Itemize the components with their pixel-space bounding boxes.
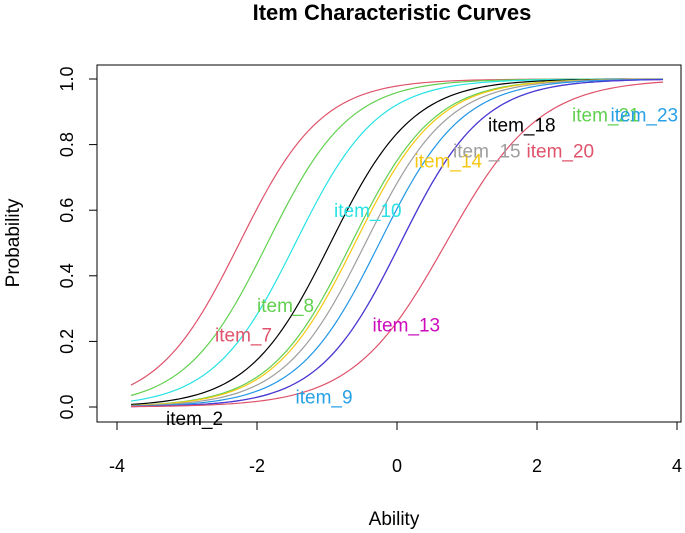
x-tick-label: -2 bbox=[249, 456, 265, 476]
label-item-7: item_7 bbox=[215, 325, 272, 346]
curve-item_14 bbox=[130, 78, 664, 407]
y-tick-label: 0.4 bbox=[57, 263, 77, 288]
item-labels-layer: item_7item_8item_9item_10item_13item_14i… bbox=[166, 106, 678, 430]
chart-title: Item Characteristic Curves bbox=[253, 0, 532, 25]
label-item-23: item_23 bbox=[611, 106, 679, 127]
label-item-2: item_2 bbox=[166, 409, 223, 430]
curve-item_10 bbox=[130, 78, 664, 406]
label-item-15: item_15 bbox=[453, 142, 521, 163]
label-item-14: item_14 bbox=[415, 152, 483, 173]
curve-item_13 bbox=[130, 78, 664, 408]
y-axis-label: Probability bbox=[3, 198, 24, 287]
y-axis: 0.0 0.2 0.4 0.6 0.8 1.0 bbox=[57, 66, 98, 420]
label-item-21: item_21 bbox=[572, 106, 640, 127]
x-tick-label: 0 bbox=[392, 456, 402, 476]
y-tick-label: 0.8 bbox=[57, 132, 77, 157]
curve-item_15 bbox=[130, 78, 664, 407]
y-tick-label: 0.0 bbox=[57, 394, 77, 419]
y-tick-label: 1.0 bbox=[57, 66, 77, 91]
curve-item_20 bbox=[130, 81, 664, 408]
curve-item_14b bbox=[130, 78, 664, 407]
curves-layer bbox=[130, 78, 664, 408]
curve-item_9 bbox=[130, 78, 664, 407]
x-tick-label: 4 bbox=[672, 456, 682, 476]
curve-item_13b bbox=[130, 78, 664, 408]
label-item-20: item_20 bbox=[527, 142, 595, 163]
x-axis: -4 -2 0 2 4 bbox=[109, 421, 682, 476]
label-item-10: item_10 bbox=[334, 201, 402, 222]
x-tick-label: 2 bbox=[532, 456, 542, 476]
curve-item_2 bbox=[130, 78, 664, 402]
y-tick-label: 0.6 bbox=[57, 198, 77, 223]
label-item-13: item_13 bbox=[373, 316, 441, 337]
x-axis-label: Ability bbox=[369, 509, 420, 530]
y-tick-label: 0.2 bbox=[57, 329, 77, 354]
label-item-9: item_9 bbox=[296, 388, 353, 409]
x-tick-label: -4 bbox=[109, 456, 125, 476]
label-item-8: item_8 bbox=[257, 296, 314, 317]
label-item-18: item_18 bbox=[488, 116, 556, 137]
